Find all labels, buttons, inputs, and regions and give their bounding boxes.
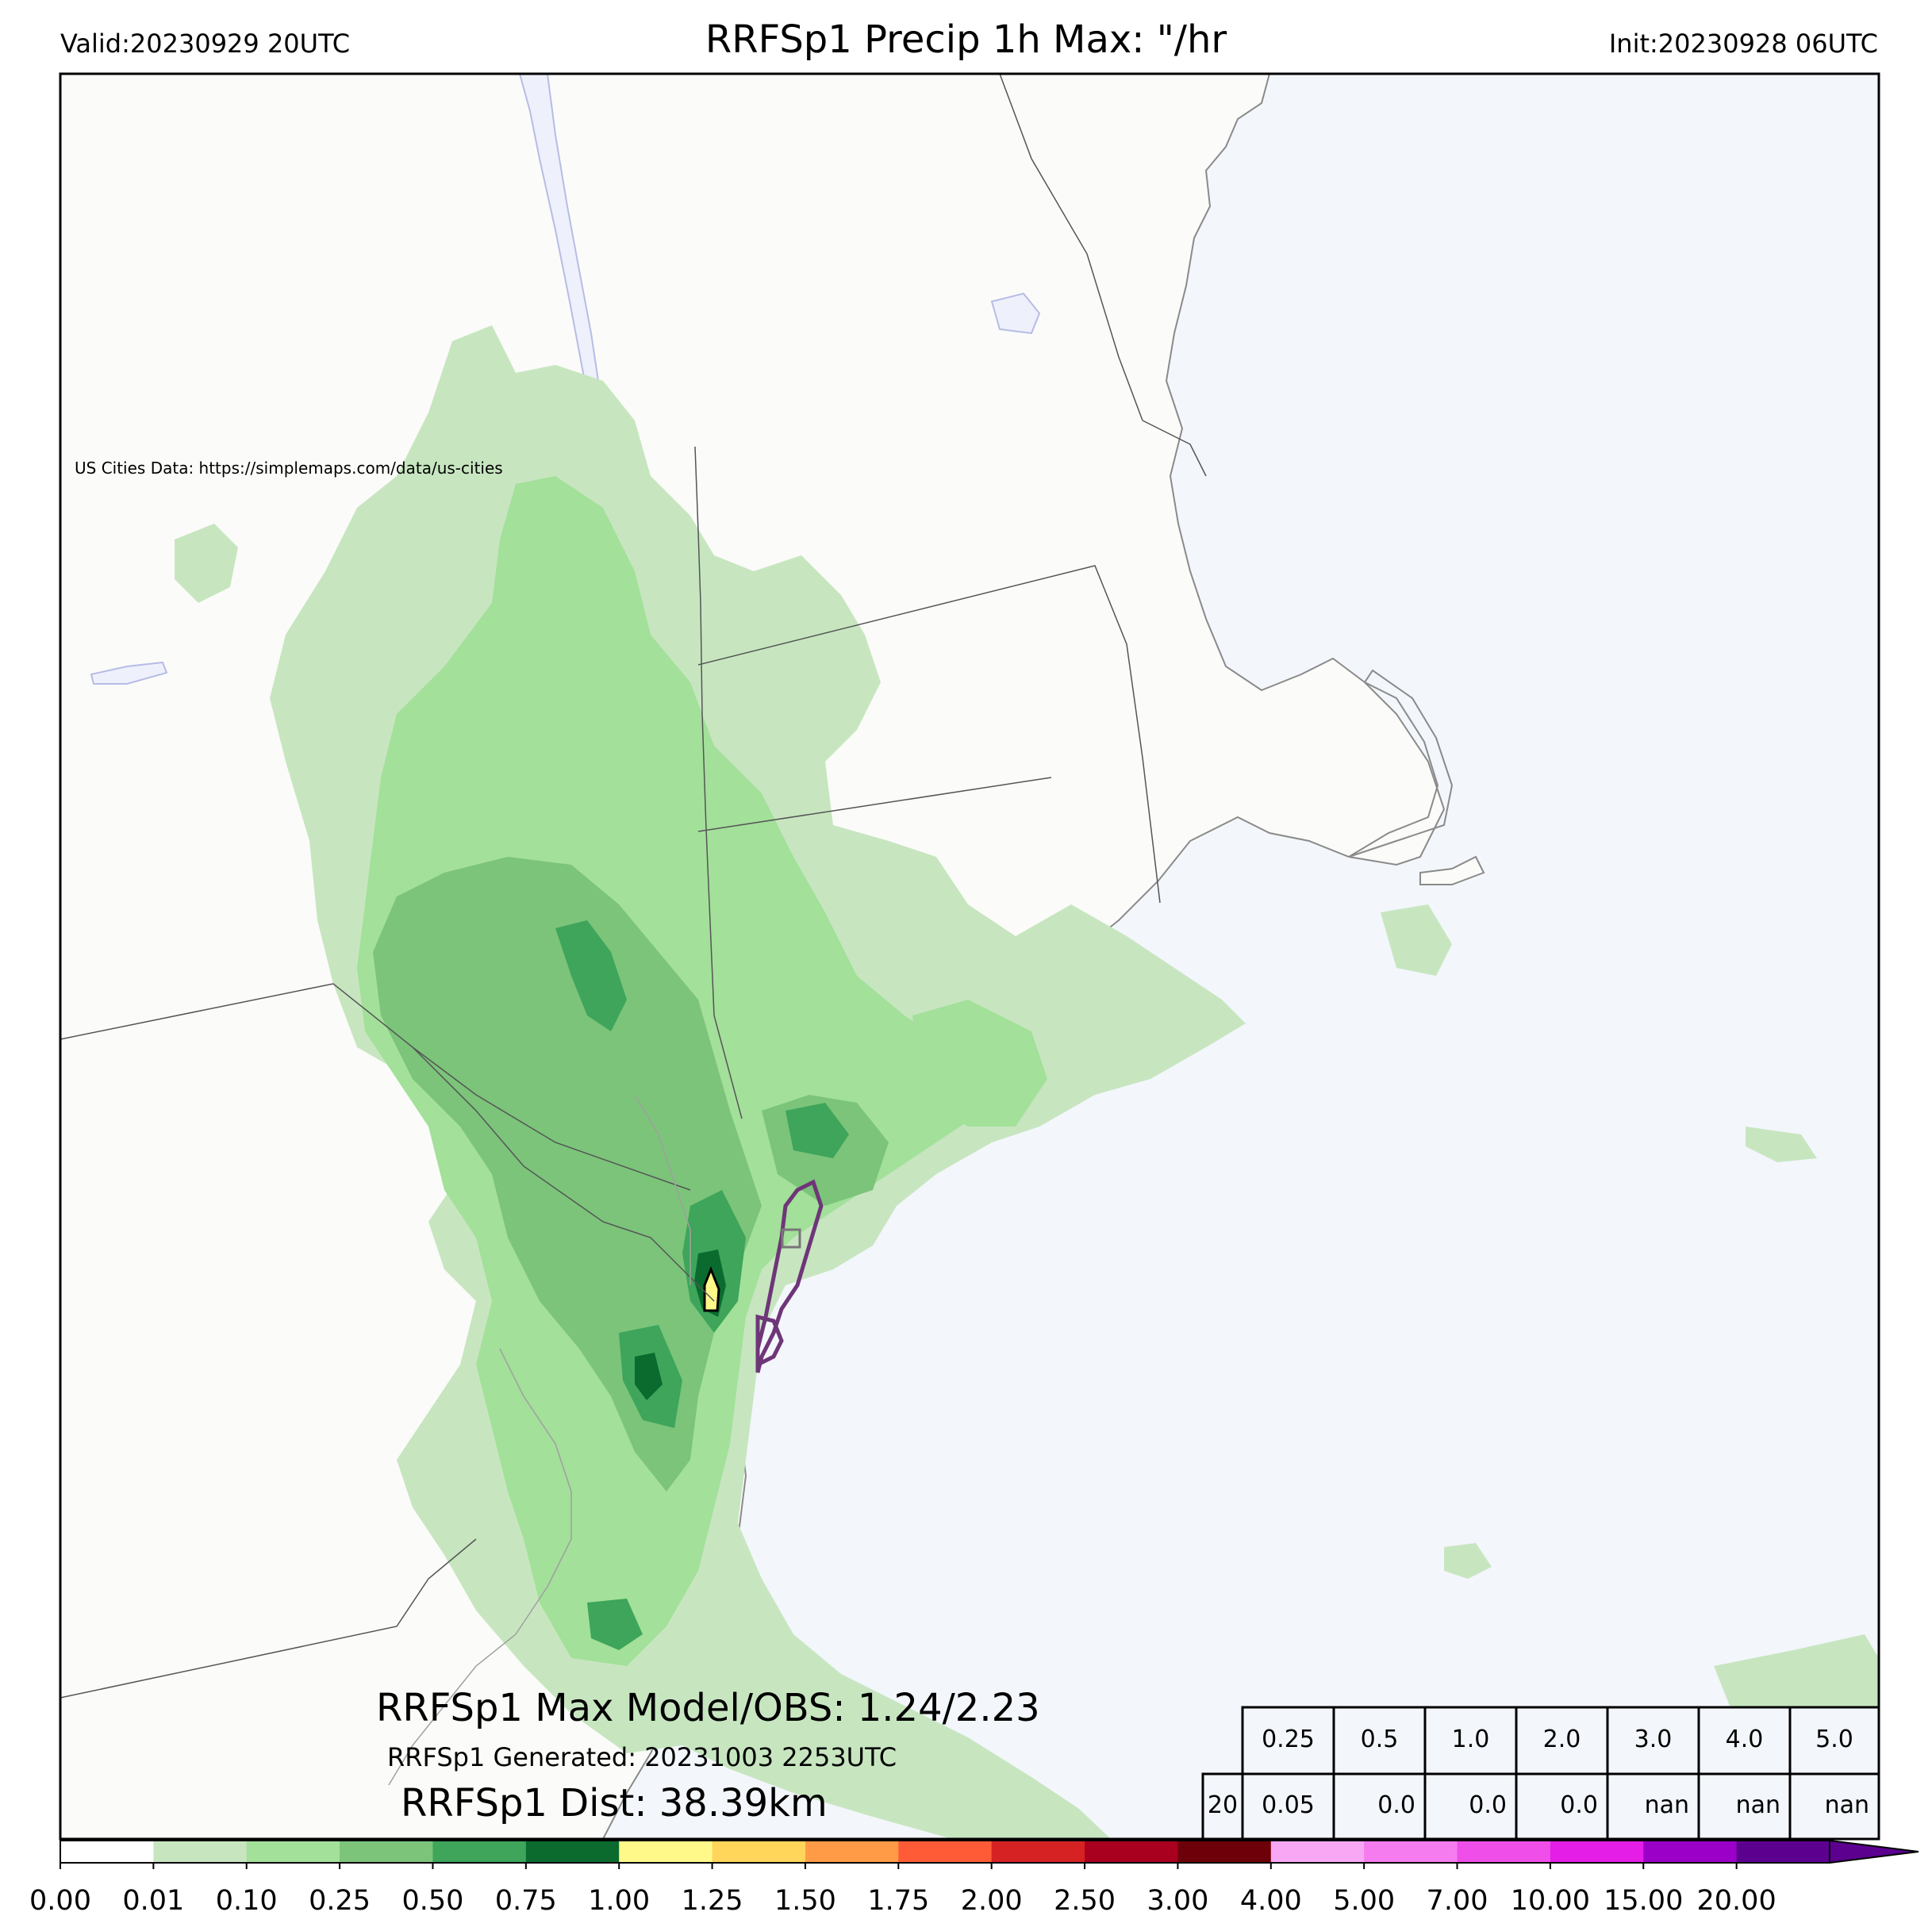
table-header-cell: 0.25 (1262, 1726, 1315, 1753)
table-header-cell: 5.0 (1815, 1726, 1853, 1753)
colorbar-tick-label: 0.10 (215, 1885, 278, 1917)
colorbar-tick-label: 1.50 (774, 1885, 836, 1917)
obs-marker-box (781, 1228, 801, 1249)
colorbar-swatch (153, 1841, 248, 1863)
colorbar-tick-label: 7.00 (1426, 1885, 1488, 1917)
table-value-cell: nan (1644, 1791, 1689, 1819)
colorbar-swatch (1457, 1841, 1551, 1863)
colorbar-swatch (1643, 1841, 1738, 1863)
colorbar-swatch (1364, 1841, 1458, 1863)
colorbar-swatch (712, 1841, 806, 1863)
colorbar-swatch (619, 1841, 713, 1863)
lake-small-2 (90, 661, 168, 685)
init-time: Init:20230928 06UTC (1608, 29, 1878, 59)
colorbar-tick-label: 10.00 (1510, 1885, 1590, 1917)
table-row-label: 20 (1207, 1791, 1239, 1819)
stats-table (1201, 1706, 1880, 1841)
colorbar-swatch (1736, 1841, 1830, 1863)
table-value-cell: 0.0 (1469, 1791, 1507, 1819)
table-value-cell: 0.05 (1262, 1791, 1315, 1819)
table-value-cell: 0.0 (1560, 1791, 1598, 1819)
colorbar-swatch (1550, 1841, 1644, 1863)
max-model-obs: RRFSp1 Max Model/OBS: 1.24/2.23 (376, 1686, 1040, 1730)
colorbar-tick-label: 2.50 (1054, 1885, 1116, 1917)
colorbar-tick-label: 1.00 (588, 1885, 651, 1917)
colorbar-swatch (805, 1841, 899, 1863)
colorbar-tick-label: 2.00 (960, 1885, 1023, 1917)
colorbar-swatch (432, 1841, 527, 1863)
table-value-cell: nan (1735, 1791, 1780, 1819)
colorbar-tick-label: 20.00 (1696, 1885, 1776, 1917)
map-title: RRFSp1 Precip 1h Max: "/hr (705, 17, 1227, 62)
table-header-cell: 1.0 (1451, 1726, 1490, 1753)
colorbar-outline (60, 1840, 1830, 1864)
generated-time: RRFSp1 Generated: 20231003 2253UTC (387, 1742, 897, 1772)
colorbar-swatch (60, 1841, 154, 1863)
table-value-cell: 0.0 (1377, 1791, 1415, 1819)
valid-time: Valid:20230929 20UTC (60, 29, 351, 59)
colorbar-tick-label: 0.01 (122, 1885, 185, 1917)
table-value-cell: nan (1824, 1791, 1869, 1819)
precip-shading (175, 325, 1879, 1839)
colorbar-swatch (525, 1841, 620, 1863)
map-frame (59, 72, 1880, 1841)
colorbar-tick-label: 0.75 (494, 1885, 557, 1917)
colorbar-swatch (1085, 1841, 1178, 1863)
lake-small-1 (990, 292, 1041, 335)
colorbar-swatch (340, 1841, 433, 1863)
colorbar-swatch (1270, 1841, 1365, 1863)
nantucket (1419, 855, 1485, 885)
table-header-cell: 4.0 (1725, 1726, 1764, 1753)
table-header-cell: 3.0 (1634, 1726, 1673, 1753)
colorbar-swatch (246, 1841, 340, 1863)
colorbar-tick-label: 0.50 (401, 1885, 464, 1917)
colorbar-swatch (991, 1841, 1085, 1863)
colorbar-tick-label: 3.00 (1147, 1885, 1209, 1917)
colorbar-tick-label: 15.00 (1604, 1885, 1684, 1917)
colorbar-tick-label: 0.00 (29, 1885, 91, 1917)
colorbar-swatch (898, 1841, 993, 1863)
obs-contour (755, 1179, 824, 1373)
cape-cod (1348, 669, 1454, 858)
colorbar (60, 1839, 1919, 1869)
colorbar-swatch (1177, 1841, 1272, 1863)
data-credit: US Cities Data: https://simplemaps.com/d… (75, 459, 503, 478)
table-header-cell: 2.0 (1542, 1726, 1581, 1753)
colorbar-tick-label: 0.25 (309, 1885, 371, 1917)
colorbar-tick-label: 1.25 (681, 1885, 743, 1917)
distance: RRFSp1 Dist: 38.39km (401, 1781, 828, 1825)
coast-details (388, 1094, 691, 1786)
colorbar-tick-label: 5.00 (1333, 1885, 1396, 1917)
table-header-cell: 0.5 (1360, 1726, 1399, 1753)
state-borders (60, 74, 1207, 1699)
colorbar-tick-label: 4.00 (1239, 1885, 1302, 1917)
colorbar-tick-label: 1.75 (867, 1885, 930, 1917)
colorbar-extend-arrow (1829, 1839, 1919, 1864)
